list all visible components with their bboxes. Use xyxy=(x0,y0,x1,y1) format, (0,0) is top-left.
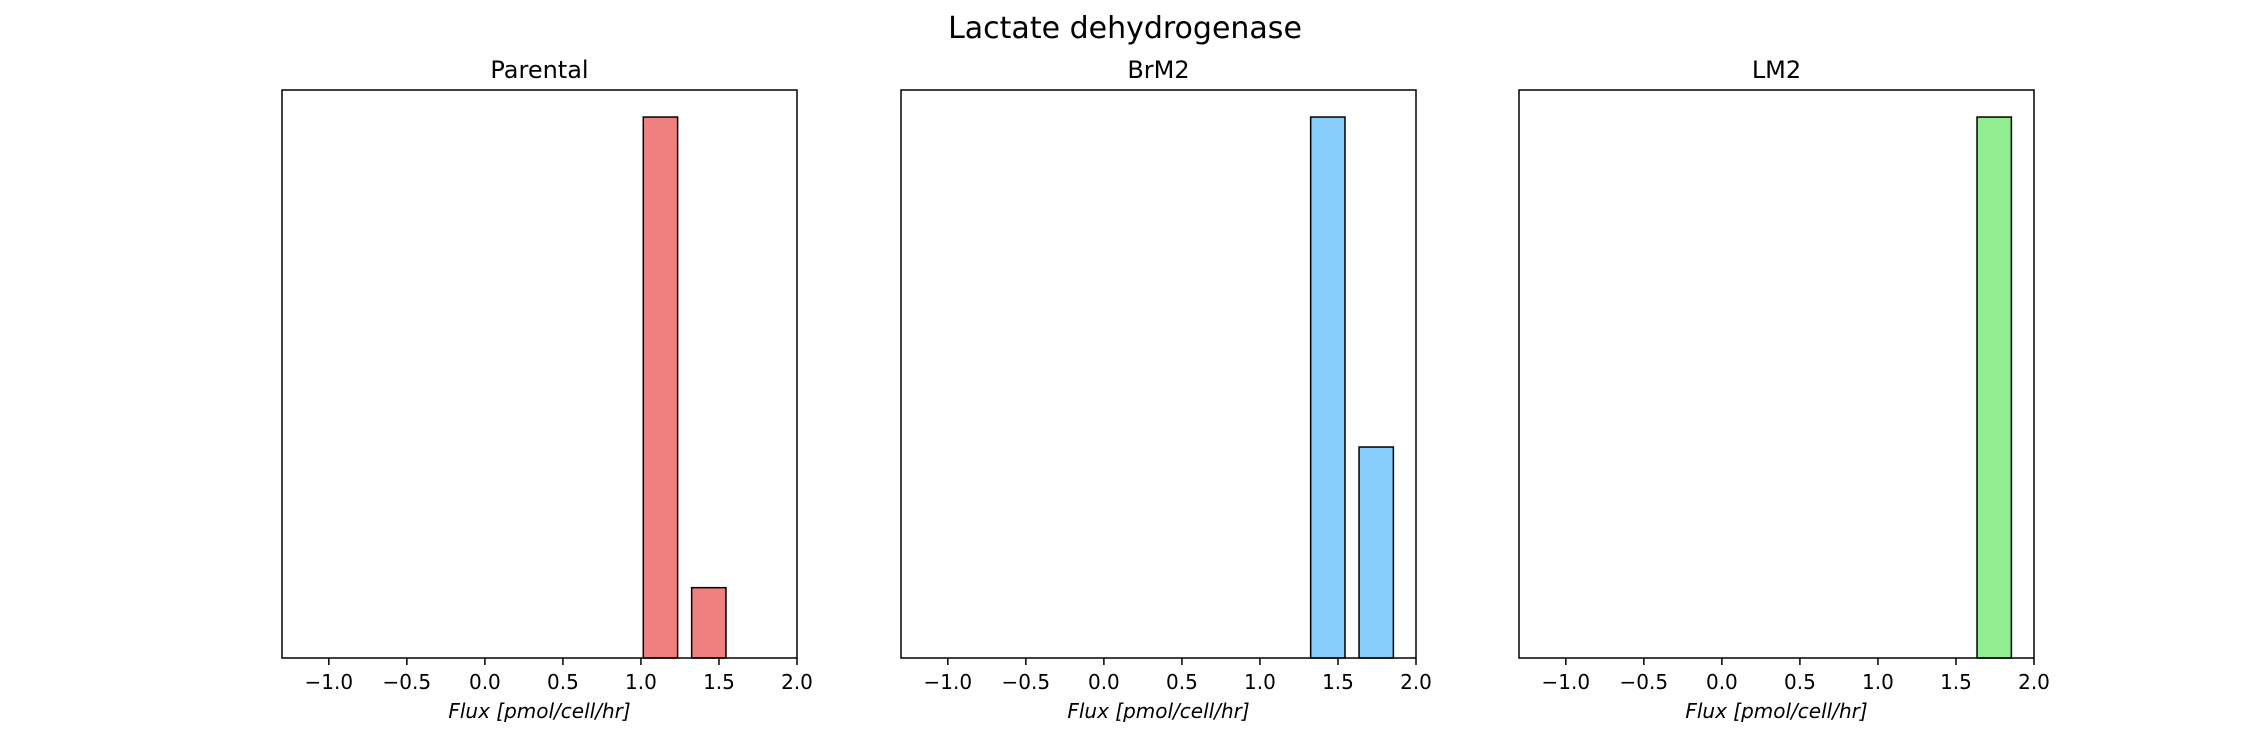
x-tick-label: 1.5 xyxy=(1940,670,1972,694)
subplot-2: −1.0 −0.5 0.0 0.5 1.0 1.5 2.0 BrM2 Flux [pmol/ce… xyxy=(900,56,1432,723)
x-tick-label: 2.0 xyxy=(781,670,813,694)
x-tick-label: 2.0 xyxy=(2018,670,2050,694)
x-tick-label: −1.0 xyxy=(1542,670,1591,694)
x-axis-label: Flux [pmol/cell/hr] xyxy=(1067,699,1249,723)
plot-frame xyxy=(900,89,1417,659)
bar xyxy=(1309,116,1346,659)
x-tick-label: 1.0 xyxy=(1862,670,1894,694)
subplot-3: −1.0 −0.5 0.0 0.5 1.0 1.5 2.0 LM2 Flux [pmol/cel… xyxy=(1518,56,2050,723)
x-tick-label: 0.0 xyxy=(469,670,501,694)
bar xyxy=(642,116,679,659)
bar xyxy=(1358,446,1395,659)
subplot-title: Parental xyxy=(490,56,588,84)
x-tick-label: 1.0 xyxy=(1244,670,1276,694)
bar xyxy=(690,586,727,659)
subplot-1: −1.0 −0.5 0.0 0.5 1.0 1.5 2.0 Parental Flux [pmo… xyxy=(281,56,813,723)
plot-frame xyxy=(1518,89,2035,659)
x-axis-label: Flux [pmol/cell/hr] xyxy=(448,699,630,723)
x-tick-label: 1.5 xyxy=(703,670,735,694)
subplot-title: LM2 xyxy=(1752,56,1801,84)
x-axis-label: Flux [pmol/cell/hr] xyxy=(1685,699,1867,723)
plot-frame xyxy=(281,89,798,659)
x-tick-label: 0.0 xyxy=(1706,670,1738,694)
x-tick-label: 0.5 xyxy=(547,670,579,694)
x-tick-label: −0.5 xyxy=(383,670,432,694)
x-tick-label: 1.0 xyxy=(625,670,657,694)
bar xyxy=(1976,116,2013,659)
x-tick-label: 2.0 xyxy=(1400,670,1432,694)
x-tick-label: 1.5 xyxy=(1322,670,1354,694)
figure-title: Lactate dehydrogenase xyxy=(948,11,1302,46)
x-tick-label: −0.5 xyxy=(1002,670,1051,694)
x-tick-label: 0.5 xyxy=(1166,670,1198,694)
x-tick-label: −0.5 xyxy=(1620,670,1669,694)
x-tick-label: 0.0 xyxy=(1088,670,1120,694)
subplot-title: BrM2 xyxy=(1127,56,1189,84)
x-tick-label: 0.5 xyxy=(1784,670,1816,694)
x-tick-label: −1.0 xyxy=(924,670,973,694)
x-tick-label: −1.0 xyxy=(305,670,354,694)
